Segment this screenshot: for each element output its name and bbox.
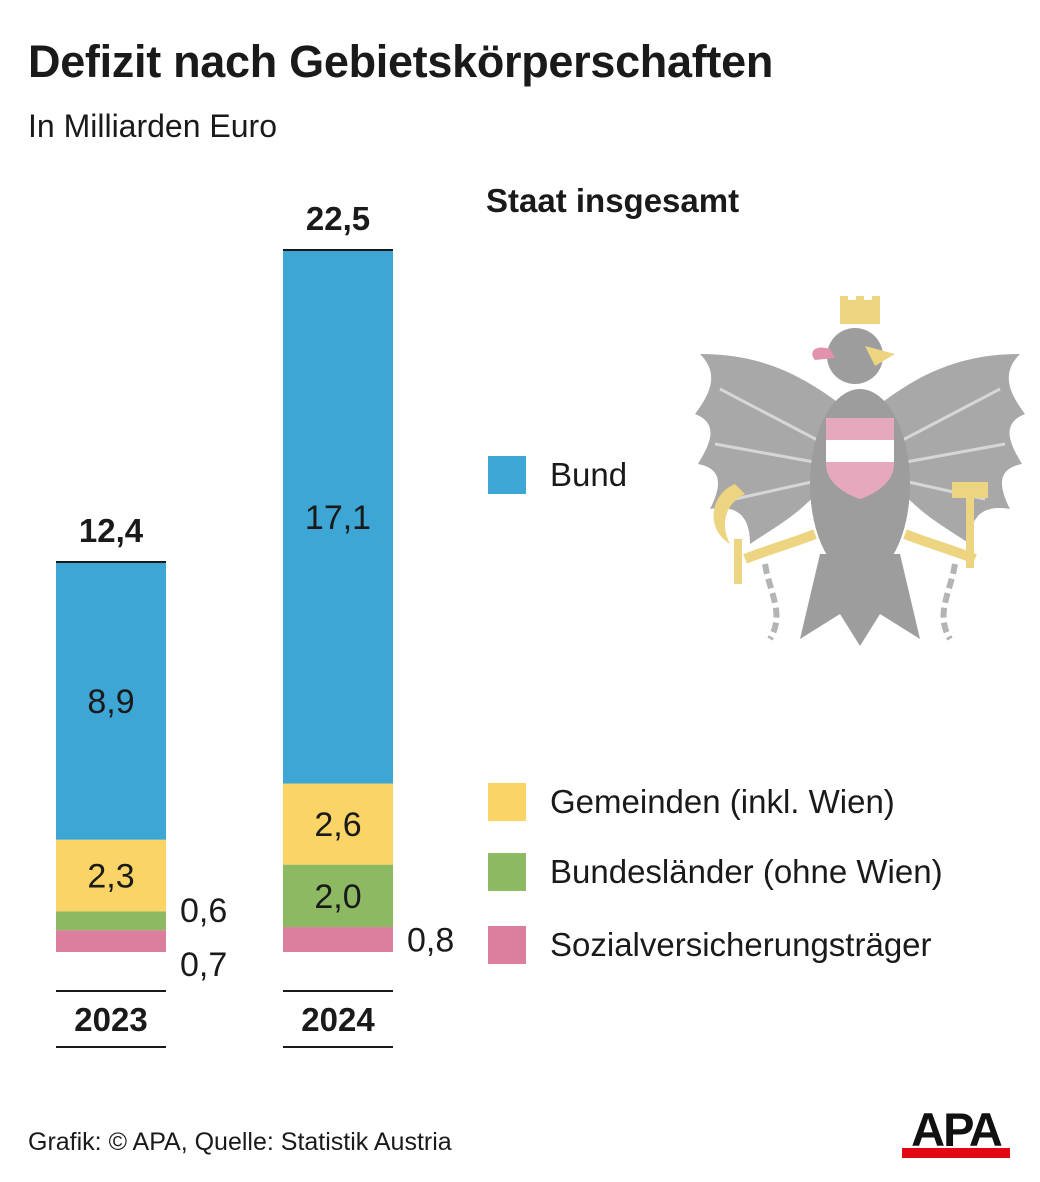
data-label-sozialversicherung-2023: 0,7 [180,946,227,984]
legend-label-bundeslaender: Bundesländer (ohne Wien) [550,853,943,890]
apa-logo-bar [902,1148,1010,1158]
legend-item-gemeinden: Gemeinden (inkl. Wien) [488,783,895,821]
legend-swatch-gemeinden [488,783,526,821]
legend-item-bundeslaender: Bundesländer (ohne Wien) [488,853,943,891]
bar-segment-bundeslaender-2024 [283,864,393,928]
legend-item-bund: Bund [488,456,627,494]
data-label-gemeinden-2023: 2,3 [87,858,134,896]
bar-segment-gemeinden-2023 [56,839,166,912]
data-label-bundeslaender-2023: 0,6 [180,892,227,930]
legend-item-sozialversicherung: Sozialversicherungsträger [488,926,932,964]
apa-logo: APA [902,1108,1010,1158]
legend-swatch-sozialversicherung [488,926,526,964]
data-label-bund-2024: 17,1 [305,499,371,537]
legend-label-bund: Bund [550,456,628,493]
total-label-2024: 22,5 [306,200,370,237]
bar-segment-gemeinden-2024 [283,783,393,865]
austrian-eagle-coat-of-arms-icon [695,296,1025,646]
category-label-2023: 2023 [74,1001,147,1038]
bar-segment-bund-2024 [283,250,393,784]
legend-swatch-bundeslaender [488,853,526,891]
category-label-2024: 2024 [301,1001,375,1038]
bar-segment-sozialversicherung-2024 [283,927,393,952]
source-note: Grafik: © APA, Quelle: Statistik Austria [28,1128,452,1156]
data-label-bundeslaender-2024: 2,0 [314,878,361,916]
total-label-2023: 12,4 [79,512,144,549]
data-label-bund-2023: 8,9 [87,683,134,721]
stacked-bar-chart: 2,3 8,9 0,7 0,6 12,4 2023 2,0 2,6 17,1 0,8 22,5 202… [56,200,454,1048]
chart-subtitle: In Milliarden Euro [28,108,277,144]
legend-label-sozialversicherung: Sozialversicherungsträger [550,926,932,963]
data-label-sozialversicherung-2024: 0,8 [407,922,454,960]
bar-segment-sozialversicherung-2023 [56,930,166,952]
data-label-gemeinden-2024: 2,6 [314,806,361,844]
chart-title: Defizit nach Gebietskörperschaften [28,36,774,87]
legend-title: Staat insgesamt [486,182,740,219]
legend-swatch-bund [488,456,526,494]
bar-segment-bundeslaender-2023 [56,911,166,931]
bar-segment-bund-2023 [56,562,166,840]
legend-label-gemeinden: Gemeinden (inkl. Wien) [550,783,895,820]
